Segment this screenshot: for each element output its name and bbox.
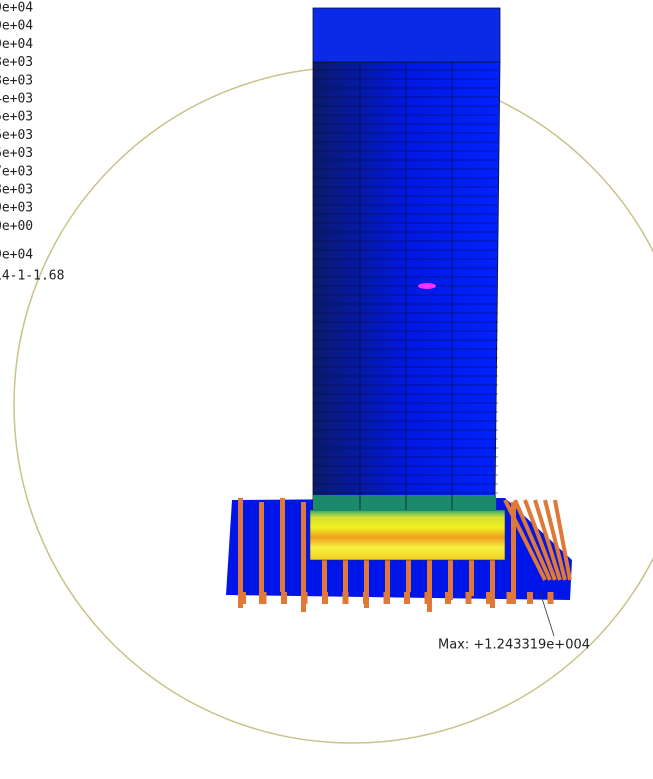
pile [280, 498, 285, 592]
legend-label: 9e+03 [0, 201, 33, 216]
legend-label: 9e+04 [0, 37, 33, 52]
pile-tip [363, 592, 369, 604]
pile-tip [384, 592, 390, 604]
pile-tip [445, 592, 451, 604]
top-cap [313, 8, 500, 62]
marker [418, 283, 436, 289]
viewport: Max: +1.243319e+004 9e+04 9e+04 9e+04 8e+03… [0, 0, 653, 779]
pile-tip [507, 592, 513, 604]
pile-tip [302, 592, 308, 604]
legend-label: 7e+03 [0, 164, 33, 179]
pile [238, 498, 243, 608]
pile-tip [343, 592, 349, 604]
legend-label: 9e+04 [0, 1, 33, 16]
pile-cap [310, 510, 505, 560]
legend-label: 8e+03 [0, 55, 33, 70]
legend-label: 4e+03 [0, 92, 33, 107]
pile-tip [281, 592, 287, 604]
info-max: 9e+04 [0, 248, 33, 263]
pile-tip [240, 592, 246, 604]
page: Max: +1.243319e+004 9e+04 9e+04 9e+04 8e+03… [0, 0, 653, 779]
pile-tip [404, 592, 410, 604]
legend-label: 8e+03 [0, 183, 33, 198]
max-label: Max: +1.243319e+004 [438, 638, 590, 653]
legend-label: 6e+03 [0, 146, 33, 161]
pile-tip [261, 592, 267, 604]
pile-tip [548, 592, 554, 604]
column-foot [313, 495, 496, 511]
legend-label: 5e+03 [0, 110, 33, 125]
pile-tip [322, 592, 328, 604]
legend-label: 9e+04 [0, 19, 33, 34]
legend-label: 8e+03 [0, 73, 33, 88]
pile-tip [486, 592, 492, 604]
pile-tip [527, 592, 533, 604]
legend: 9e+04 9e+04 9e+04 8e+03 8e+03 4e+03 5e+03 6e+03… [0, 1, 33, 234]
pile [259, 502, 264, 604]
info-step: 14-1-1.68 [0, 269, 64, 284]
pile-tip [425, 592, 431, 604]
legend-label: 6e+03 [0, 128, 33, 143]
pile-tip [466, 592, 472, 604]
legend-label: 0e+00 [0, 219, 33, 234]
